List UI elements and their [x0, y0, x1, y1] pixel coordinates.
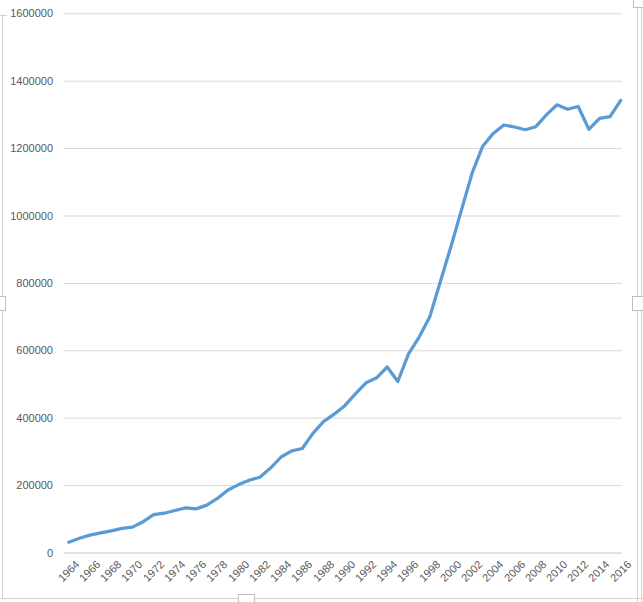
y-axis-tick-label: 0: [0, 547, 53, 560]
y-axis-tick-label: 1200000: [0, 142, 53, 155]
y-axis-tick-label: 600000: [0, 344, 53, 357]
resize-handle-left-middle[interactable]: [0, 296, 6, 311]
resize-handle-right-middle[interactable]: [632, 296, 643, 311]
y-axis-tick-label: 200000: [0, 479, 53, 492]
y-axis-tick-label: 400000: [0, 412, 53, 425]
chart-frame-bottom: [0, 598, 643, 599]
excel-chart-object[interactable]: 0 200000 400000 600000 800000 1000000 1200000 1…: [0, 0, 643, 602]
resize-handle-top-right[interactable]: [633, 0, 643, 8]
y-axis-tick-label: 1400000: [0, 75, 53, 88]
plot-area: [0, 0, 643, 602]
y-axis-tick-label: 1000000: [0, 210, 53, 223]
y-axis-tick-label: 800000: [0, 277, 53, 290]
data-series-line[interactable]: [69, 100, 621, 542]
resize-handle-bottom[interactable]: [238, 594, 255, 602]
chart-frame-top-left-tick: [0, 15, 7, 16]
y-axis-tick-label: 1600000: [0, 7, 53, 20]
